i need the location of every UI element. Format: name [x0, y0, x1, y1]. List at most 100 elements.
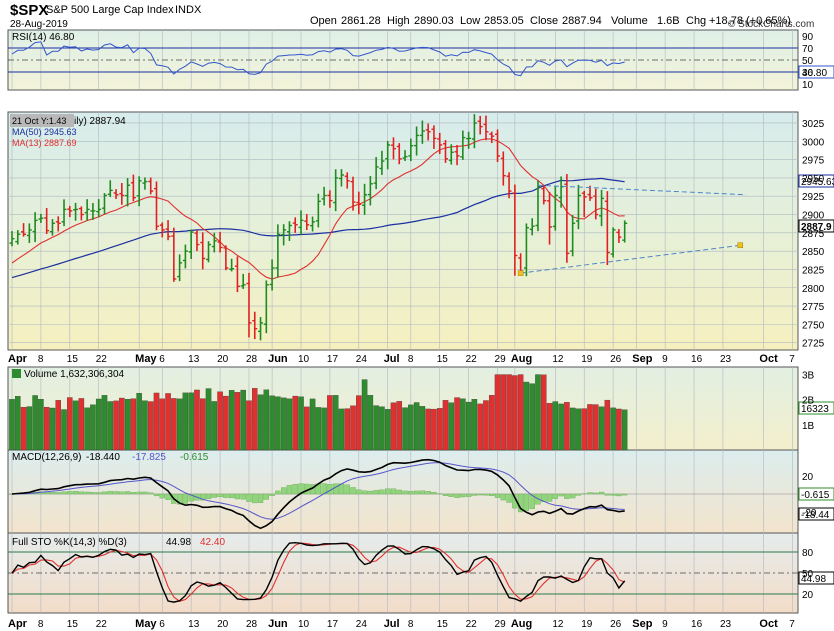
price-tick-label: 2925 [802, 192, 825, 203]
volume-bar [436, 408, 443, 451]
macd-histogram-bar [269, 493, 275, 496]
price-tick-label: 2900 [802, 211, 825, 222]
volume-bar [558, 403, 564, 451]
volume-bar [269, 395, 275, 451]
macd-histogram-bar [286, 485, 293, 495]
macd-histogram-bar [78, 491, 85, 495]
volume-bar [136, 393, 142, 451]
volume-bar [460, 398, 466, 451]
x-axis-label: 13 [188, 354, 200, 365]
macd-histogram-bar [483, 493, 489, 496]
macd-hist-label: -0.615 [801, 490, 830, 501]
volume-bar [84, 407, 90, 451]
macd-histogram-bar [598, 491, 605, 495]
macd-histogram-bar [240, 493, 246, 500]
price-tick-label: 2975 [802, 156, 825, 167]
rsi-tick-label: 70 [802, 44, 814, 55]
x-axis-label: Jul [384, 353, 400, 365]
volume-label: Volume [611, 15, 648, 27]
volume-bar [361, 379, 368, 451]
volume-bar [67, 397, 73, 451]
plot-layer [9, 41, 747, 603]
macd-histogram-bar [96, 492, 102, 495]
date-label: 28-Aug-2019 [10, 19, 68, 30]
volume-bar [38, 399, 44, 451]
macd-histogram-bar [61, 491, 67, 495]
symbol-label: $SPX [10, 2, 48, 19]
macd-histogram-bar [130, 492, 137, 495]
macd-current-label: -18.44 [801, 510, 830, 521]
volume-bar [552, 401, 559, 451]
macd-histogram-bar [344, 484, 350, 495]
macd-histogram-bar [49, 492, 56, 495]
chg-label: Chg [686, 15, 706, 27]
x-axis-label: 10 [298, 354, 310, 365]
volume-bar [78, 398, 85, 451]
x-axis-label: 8 [408, 619, 414, 630]
rsi-legend: RSI(14) 46.80 [12, 32, 75, 43]
x-axis-label: Jun [268, 618, 288, 630]
sto-legend-name: Full STO %K(14,3) %D(3) [12, 537, 127, 548]
volume-bar [546, 403, 553, 451]
macd-histogram-bar [90, 492, 96, 495]
macd-histogram-bar [390, 488, 397, 495]
volume-bar [413, 402, 420, 451]
macd-histogram-bar [55, 492, 61, 495]
volume-bar [402, 407, 408, 451]
x-axis-label: 7 [789, 619, 795, 630]
volume-value: 1.6B [657, 15, 680, 27]
x-axis-label: 8 [38, 619, 44, 630]
volume-bar [356, 395, 362, 451]
volume-bar [471, 399, 478, 451]
high-value: 2890.03 [414, 15, 454, 27]
macd-legend-v1: -18.440 [86, 452, 120, 463]
x-axis-label: 6 [159, 354, 165, 365]
macd-histogram-bar [188, 493, 194, 502]
macd-histogram-bar [281, 487, 287, 495]
macd-histogram-bar [228, 493, 235, 499]
volume-bar [604, 399, 611, 451]
x-axis-label: 17 [327, 354, 339, 365]
price-tick-label: 2825 [802, 265, 825, 276]
volume-bar [182, 392, 189, 451]
price-tick-label: 2725 [802, 339, 825, 350]
x-axis-label: 15 [437, 354, 449, 365]
macd-histogram-bar [558, 493, 564, 497]
price-tick-label: 2850 [802, 247, 825, 258]
macd-histogram-bar [211, 493, 217, 498]
volume-bar [616, 408, 622, 451]
open-value: 2861.28 [341, 15, 381, 27]
volume-bar [541, 374, 547, 451]
x-axis-label: 28 [246, 619, 258, 630]
current-value-labels: 46.80 2945.63 2887.9 16323 -0.615 -18.44… [798, 65, 834, 585]
x-axis-label: 6 [159, 619, 165, 630]
macd-histogram-bar [604, 493, 610, 496]
volume-bar [176, 398, 183, 451]
index-name: S&P 500 Large Cap Index [46, 4, 174, 16]
price-tick-label: 2875 [802, 229, 825, 240]
macd-tick-label: -20 [802, 508, 817, 519]
ma50-current-box [798, 174, 834, 188]
volume-bar [610, 407, 616, 451]
x-axis-label: 15 [67, 354, 79, 365]
x-axis-label: 22 [96, 354, 108, 365]
x-axis-label: 12 [552, 619, 564, 630]
volume-bar [373, 405, 379, 451]
volume-bar [593, 404, 599, 451]
rsi-current-label: 46.80 [802, 68, 827, 79]
volume-legend: Volume 1,632,306,304 [12, 369, 125, 380]
volume-bar [575, 408, 582, 451]
macd-histogram-bar [159, 493, 165, 499]
volume-bar [298, 396, 304, 451]
price-tick-label: 3025 [802, 119, 825, 130]
sto-tick-label: 80 [802, 548, 814, 559]
macd-histogram-bar [494, 493, 501, 498]
macd-histogram-bar [593, 492, 599, 495]
macd-histogram-bar [165, 493, 171, 500]
macd-histogram-bar [442, 493, 449, 496]
price-tick-label: 2800 [802, 284, 825, 295]
x-axis-label: 8 [408, 354, 414, 365]
price-tick-label: 3000 [802, 137, 825, 148]
tooltip-box [10, 114, 74, 127]
volume-bar [217, 391, 223, 451]
